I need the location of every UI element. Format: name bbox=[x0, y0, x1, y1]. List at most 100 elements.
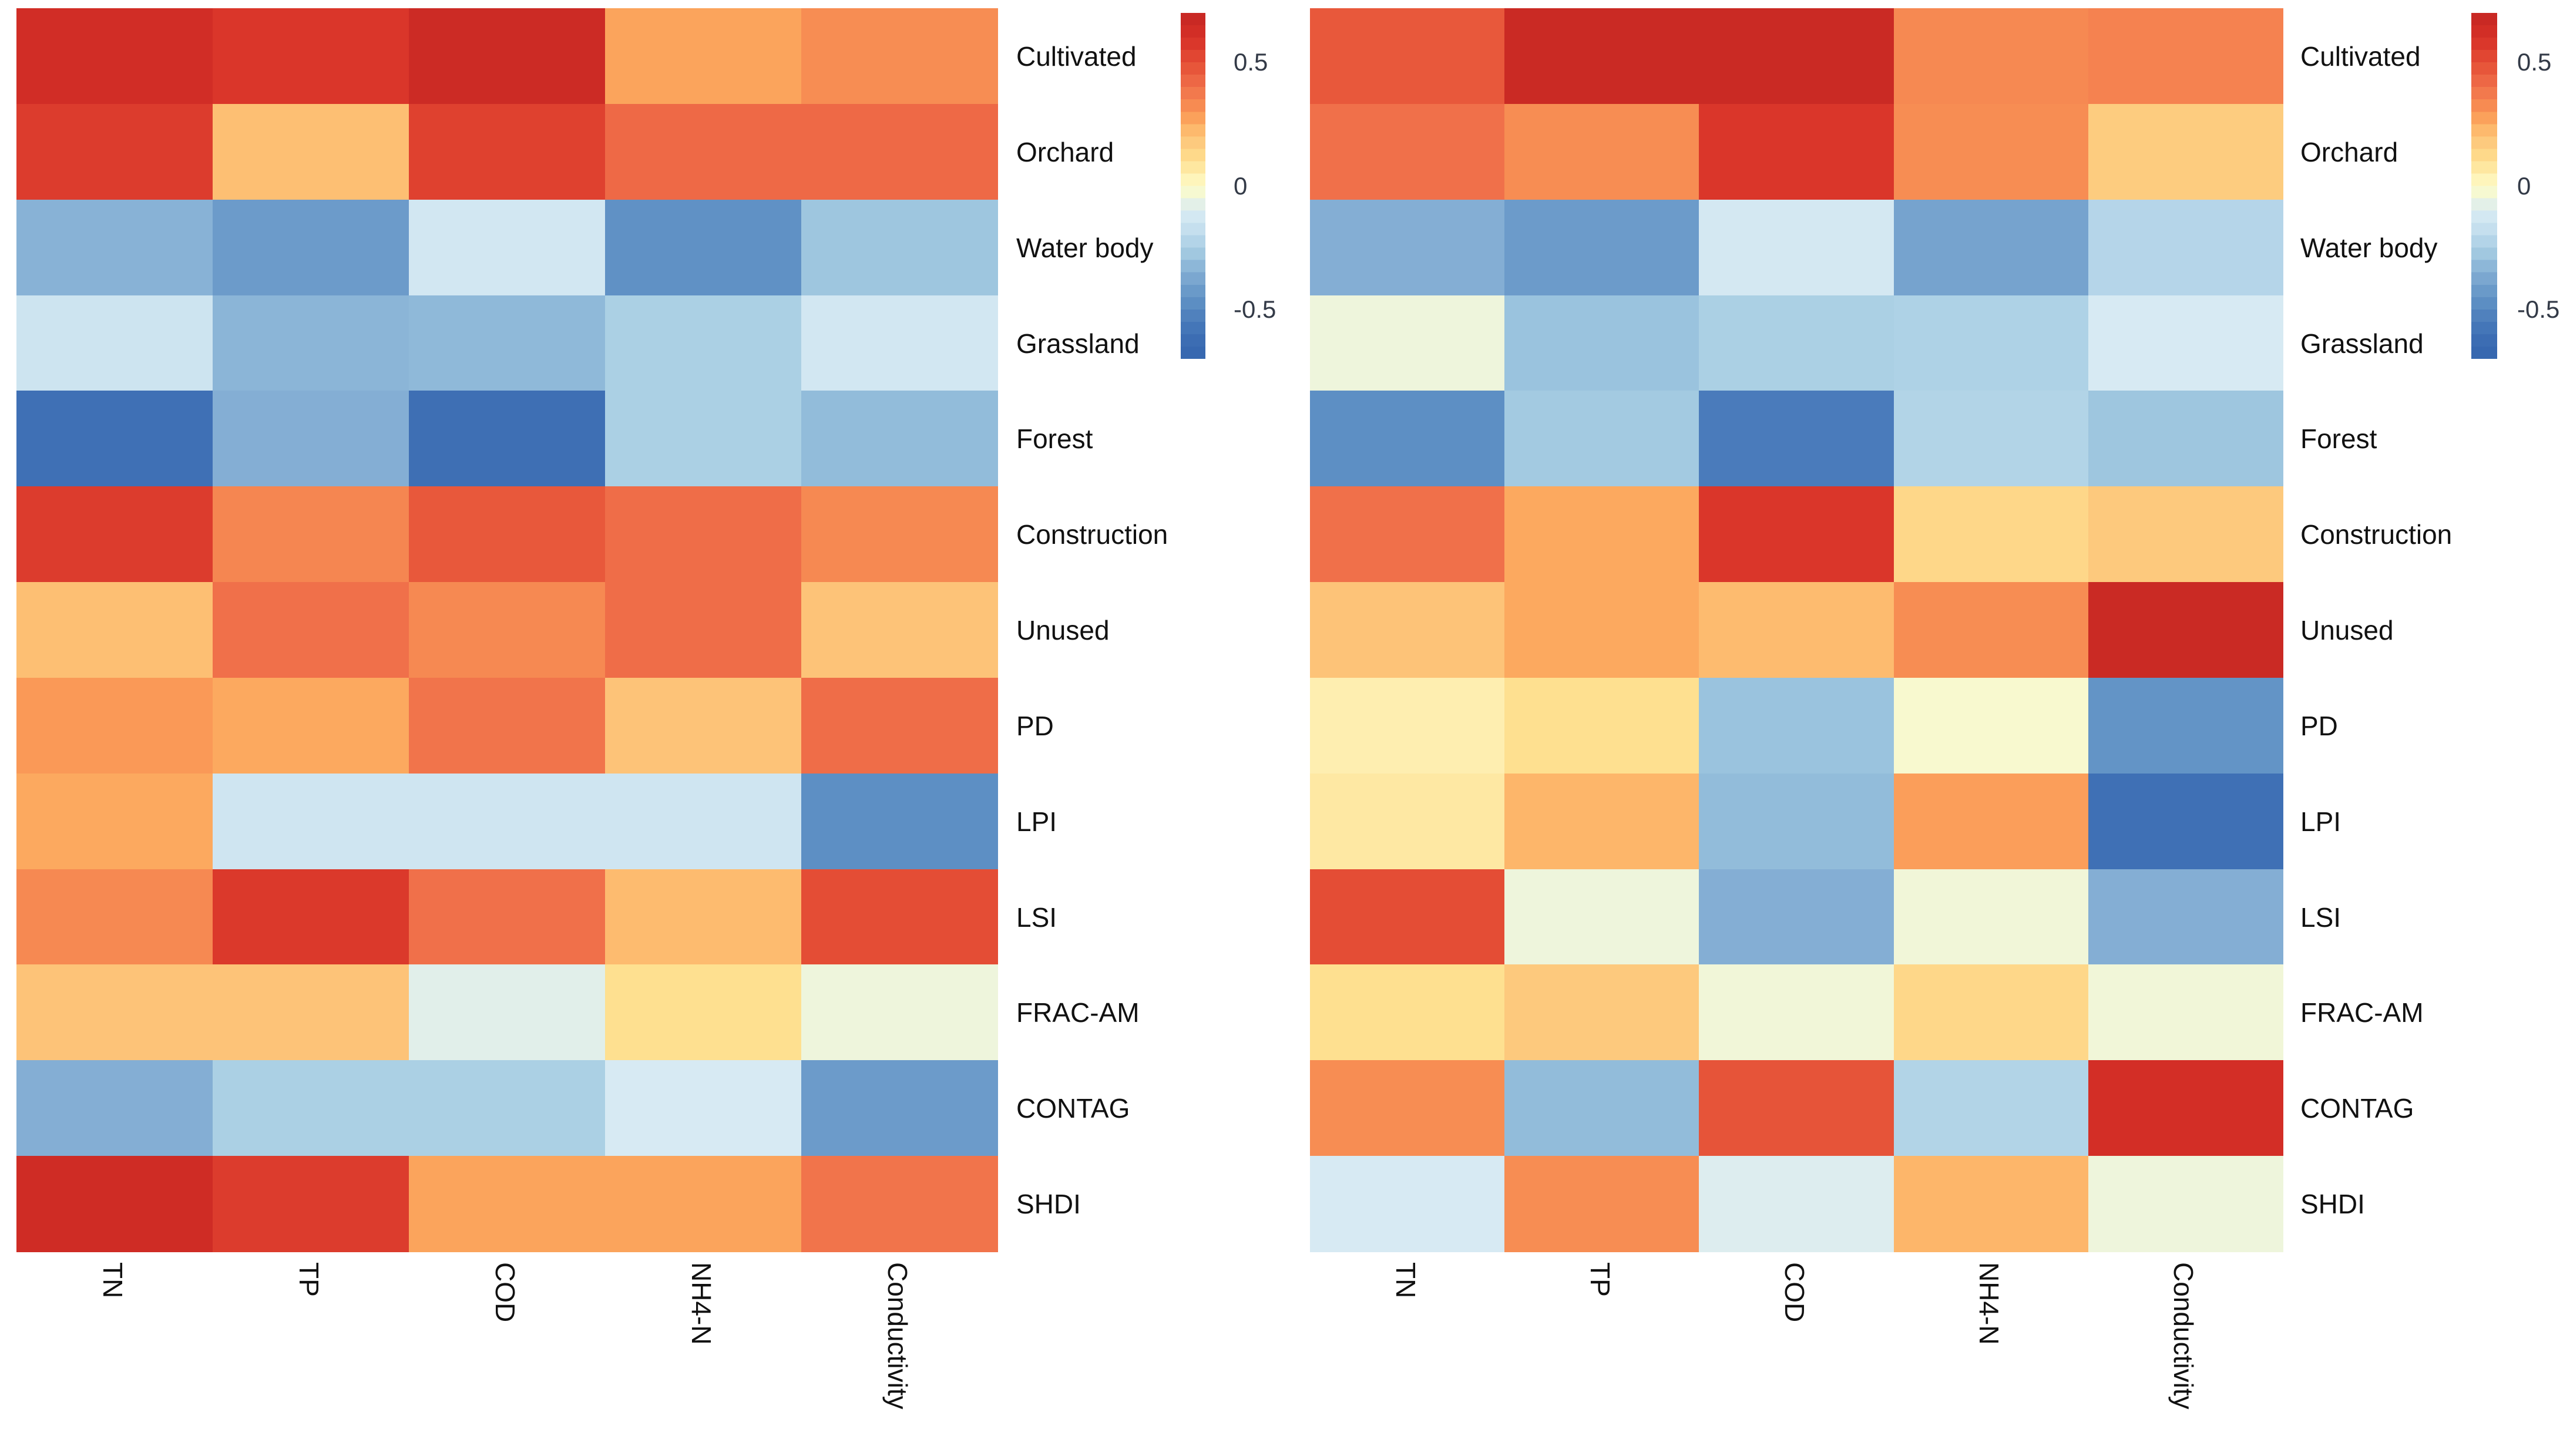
heatmap-cell bbox=[1699, 964, 1894, 1061]
heatmap-cell bbox=[213, 1060, 409, 1156]
heatmap-cell bbox=[16, 869, 213, 966]
row-label: Unused bbox=[1016, 614, 1110, 645]
row-label: Grassland bbox=[2300, 328, 2424, 359]
heatmap-cell bbox=[213, 200, 409, 296]
heatmap-cell bbox=[213, 104, 409, 200]
row-label: LSI bbox=[1016, 902, 1057, 933]
colorbar-left bbox=[1181, 13, 1205, 359]
heatmap-cell bbox=[213, 678, 409, 774]
heatmap-cell bbox=[409, 1060, 606, 1156]
heatmap-cell bbox=[409, 200, 606, 296]
heatmap-cell bbox=[16, 8, 213, 105]
heatmap-cell bbox=[1310, 964, 1505, 1061]
heatmap-cell bbox=[16, 1060, 213, 1156]
heatmap-cell bbox=[213, 295, 409, 392]
col-label: COD bbox=[490, 1262, 520, 1323]
heatmap-cell bbox=[605, 391, 802, 487]
heatmap-cell bbox=[16, 104, 213, 200]
heatmap-cell bbox=[2088, 391, 2283, 487]
heatmap-cell bbox=[409, 964, 606, 1061]
heatmap-cell bbox=[1504, 582, 1699, 678]
row-label: Forest bbox=[1016, 423, 1093, 454]
heatmap-cell bbox=[1310, 391, 1505, 487]
heatmap-cell bbox=[1504, 391, 1699, 487]
heatmap-cell bbox=[1699, 200, 1894, 296]
col-label: Conductivity bbox=[2168, 1262, 2199, 1410]
heatmap-cell bbox=[16, 964, 213, 1061]
heatmap-cell bbox=[409, 295, 606, 392]
heatmap-cell bbox=[409, 678, 606, 774]
heatmap-cell bbox=[16, 1156, 213, 1252]
heatmap-cell bbox=[605, 774, 802, 870]
heatmap-cell bbox=[1310, 200, 1505, 296]
col-label: TP bbox=[1585, 1262, 1615, 1297]
heatmap-cell bbox=[801, 774, 998, 870]
heatmap-cell bbox=[1699, 1060, 1894, 1156]
heatmap-cell bbox=[1894, 869, 2089, 966]
row-label: SHDI bbox=[2300, 1188, 2365, 1219]
heatmap-cell bbox=[605, 869, 802, 966]
heatmap-cell bbox=[1504, 678, 1699, 774]
heatmap-cell bbox=[2088, 869, 2283, 966]
heatmap-cell bbox=[1699, 1156, 1894, 1252]
row-label: Forest bbox=[2300, 423, 2377, 454]
heatmap-cell bbox=[2088, 295, 2283, 392]
heatmap-cell bbox=[1699, 391, 1894, 487]
heatmap-cell bbox=[213, 8, 409, 105]
heatmap-cell bbox=[213, 964, 409, 1061]
heatmap-cell bbox=[1699, 678, 1894, 774]
row-label: Orchard bbox=[2300, 136, 2398, 167]
heatmap-cell bbox=[213, 869, 409, 966]
heatmap-cell bbox=[213, 486, 409, 583]
heatmap-cell bbox=[801, 200, 998, 296]
heatmap-cell bbox=[409, 486, 606, 583]
heatmap-cell bbox=[1894, 964, 2089, 1061]
heatmap-cell bbox=[2088, 582, 2283, 678]
colorbar-tick-label: 0 bbox=[1234, 172, 1248, 200]
row-label: Orchard bbox=[1016, 136, 1114, 167]
colorbar-tick-label: -0.5 bbox=[1234, 295, 1276, 323]
row-label: FRAC-AM bbox=[2300, 997, 2424, 1028]
heatmap-cell bbox=[2088, 964, 2283, 1061]
heatmap-cell bbox=[1699, 582, 1894, 678]
heatmap-cell bbox=[213, 774, 409, 870]
heatmap-cell bbox=[1310, 678, 1505, 774]
row-label: CONTAG bbox=[1016, 1092, 1130, 1124]
heatmap-cell bbox=[801, 486, 998, 583]
heatmap-cell bbox=[1504, 8, 1699, 105]
heatmap-cell bbox=[1310, 582, 1505, 678]
heatmap-cell bbox=[801, 1060, 998, 1156]
heatmap-cell bbox=[605, 678, 802, 774]
heatmap-cell bbox=[605, 1156, 802, 1252]
heatmap-cell bbox=[1504, 964, 1699, 1061]
row-label: SHDI bbox=[1016, 1188, 1081, 1219]
heatmap-cell bbox=[605, 486, 802, 583]
heatmap-cell bbox=[1894, 1156, 2089, 1252]
heatmap-cell bbox=[1504, 1060, 1699, 1156]
row-label: Cultivated bbox=[2300, 41, 2421, 72]
heatmap-cell bbox=[1699, 486, 1894, 583]
heatmap-cell bbox=[1894, 774, 2089, 870]
heatmap-cell bbox=[1894, 678, 2089, 774]
heatmap-cell bbox=[1310, 1156, 1505, 1252]
col-label: Conductivity bbox=[882, 1262, 913, 1410]
heatmap-cell bbox=[2088, 104, 2283, 200]
heatmap-cell bbox=[2088, 200, 2283, 296]
heatmap-cell bbox=[801, 964, 998, 1061]
col-label: COD bbox=[1779, 1262, 1810, 1323]
row-label: LPI bbox=[2300, 806, 2341, 837]
colorbar-tick-label: 0.5 bbox=[2517, 48, 2552, 76]
row-label: Water body bbox=[2300, 232, 2438, 263]
heatmap-cell bbox=[2088, 678, 2283, 774]
heatmap-cell bbox=[1894, 391, 2089, 487]
row-label: PD bbox=[1016, 710, 1054, 741]
heatmap-cell bbox=[409, 1156, 606, 1252]
heatmap-cell bbox=[1699, 104, 1894, 200]
heatmap-cell bbox=[801, 295, 998, 392]
heatmap-cell bbox=[2088, 486, 2283, 583]
colorbar-tick-label: 0 bbox=[2517, 172, 2531, 200]
heatmap-cell bbox=[2088, 774, 2283, 870]
row-label: Unused bbox=[2300, 614, 2394, 645]
